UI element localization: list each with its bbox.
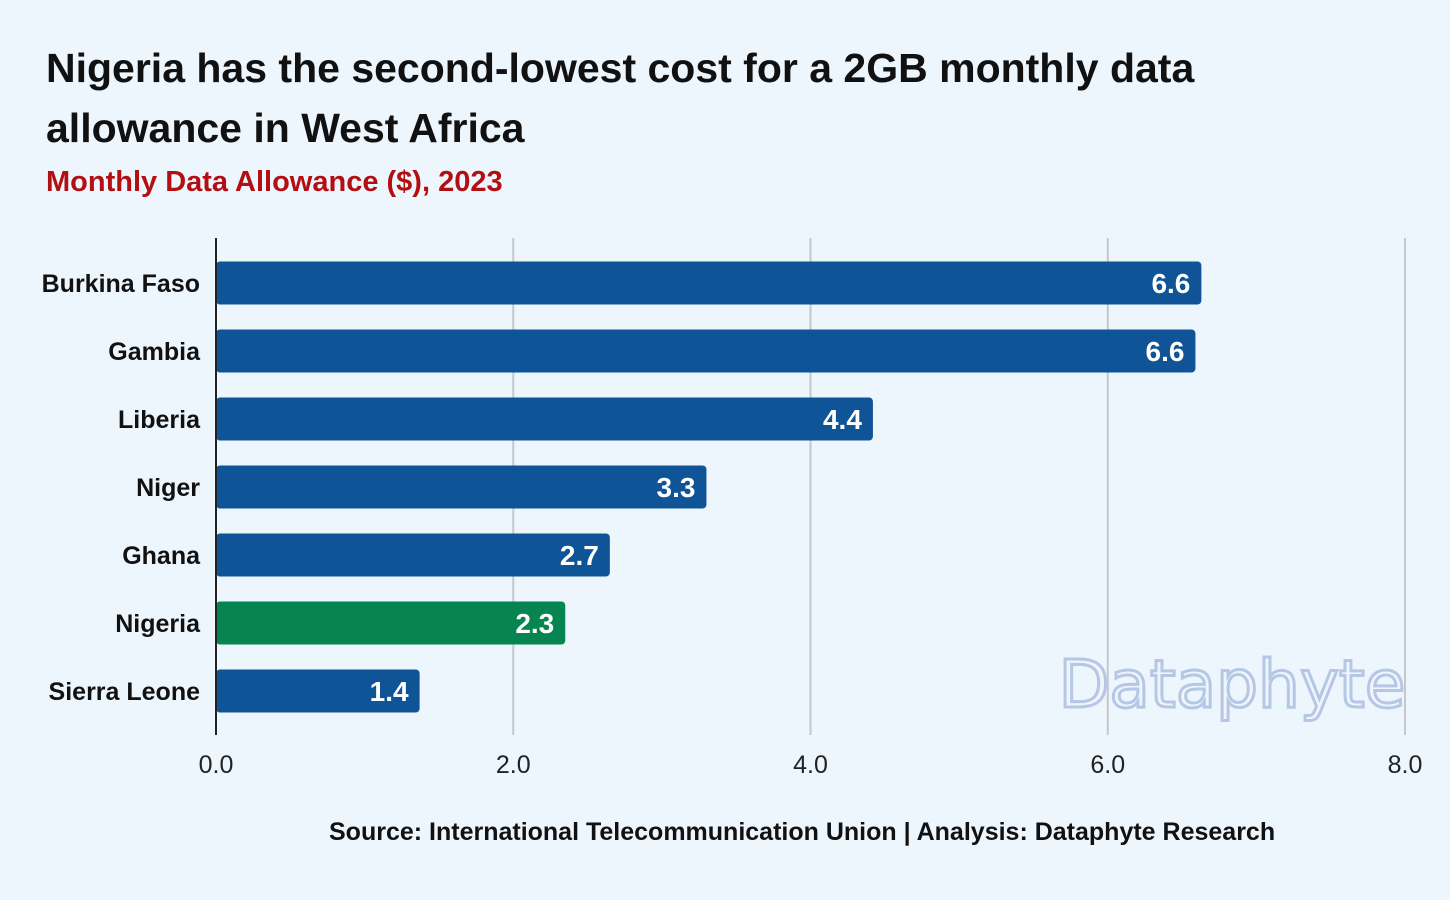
source-note: Source: International Telecommunication … [329, 818, 1276, 846]
chart-title: Nigeria has the second-lowest cost for a… [46, 45, 1195, 151]
value-label: 4.4 [823, 404, 862, 435]
grid-lines [512, 238, 1406, 735]
x-tick-label: 2.0 [496, 751, 531, 779]
value-label: 6.6 [1146, 336, 1185, 367]
value-label: 3.3 [657, 472, 696, 503]
value-label: 1.4 [370, 676, 409, 707]
bar [216, 465, 707, 509]
chart-subtitle: Monthly Data Allowance ($), 2023 [46, 166, 503, 198]
category-label: Nigeria [115, 610, 201, 638]
x-tick-label: 0.0 [199, 751, 234, 779]
bar [216, 261, 1202, 305]
category-label: Ghana [122, 542, 201, 570]
category-label: Niger [136, 474, 200, 502]
category-label: Gambia [108, 338, 201, 366]
dataphyte-watermark: Dataphyte [1057, 645, 1407, 725]
bar [216, 533, 610, 577]
value-label: 2.3 [515, 608, 554, 639]
svg-text:Dataphyte: Dataphyte [1059, 646, 1406, 723]
category-label: Liberia [118, 406, 201, 434]
axes: 0.0 2.0 4.0 6.0 8.0 Burkina Faso Gambia Liberia… [42, 238, 1423, 779]
bars: 6.6 6.6 4.4 3.3 2.7 2.3 1.4 [216, 261, 1202, 713]
x-tick-label: 8.0 [1388, 751, 1423, 779]
bar [216, 329, 1196, 373]
x-tick-label: 4.0 [793, 751, 828, 779]
value-label: 6.6 [1151, 268, 1190, 299]
bar [216, 397, 873, 441]
value-label: 2.7 [560, 540, 599, 571]
bar [216, 601, 566, 645]
category-label: Sierra Leone [49, 678, 201, 706]
category-label: Burkina Faso [42, 270, 200, 298]
bar [216, 669, 420, 713]
x-tick-label: 6.0 [1090, 751, 1125, 779]
